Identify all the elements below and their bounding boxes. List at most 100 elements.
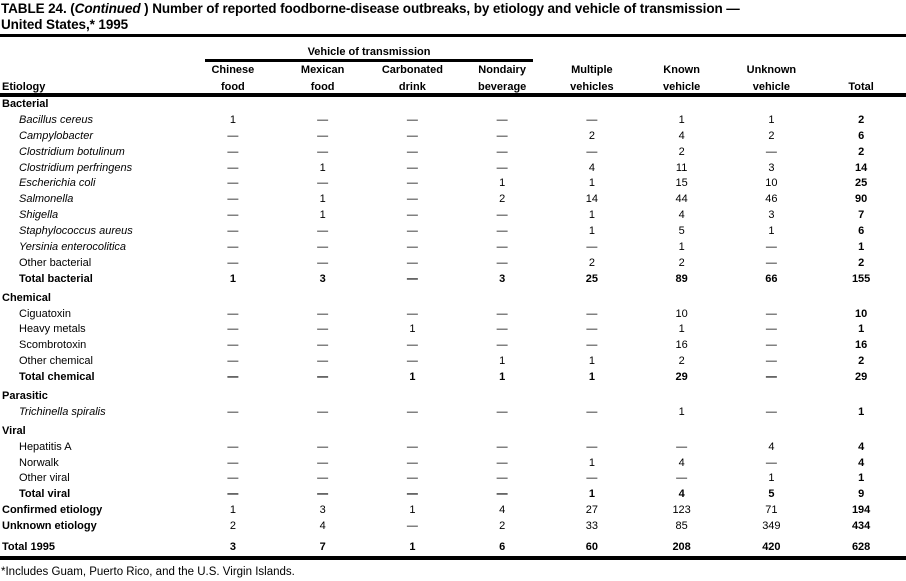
cell-value: — [406,209,418,222]
cell-value: — [227,129,239,142]
cell-value: — [317,371,329,384]
cell-value: 2 [768,129,775,142]
cell-value: — [227,177,239,190]
row-label: Clostridium botulinum [19,145,125,158]
cell-value: — [317,177,329,190]
row-label: Total chemical [19,371,95,384]
cell-value: 4 [588,161,595,174]
table-row: Clostridium botulinum — — — — — 2 — 2 [0,145,906,161]
cell-value: 1 [499,371,506,384]
cell-value: — [496,339,508,352]
cell-value: 7 [858,209,865,222]
cell-value: — [496,145,508,158]
cell-value: — [227,488,239,501]
cell-value: 3 [499,272,506,285]
cell-value: 420 [762,541,781,554]
cell-value: — [765,307,777,320]
table-row: Campylobacter — — — — 2 4 2 6 [0,129,906,145]
table-row: Salmonella — 1 — 2 14 44 46 90 [0,192,906,208]
section-row: Parasitic [0,389,906,405]
section-row: Chemical [0,291,906,307]
column-header: drink [398,81,426,93]
cell-value: — [765,323,777,336]
cell-value: — [765,339,777,352]
row-label: Total 1995 [2,541,55,554]
cell-value: 1 [319,161,326,174]
cell-value: 1 [229,113,236,126]
cell-value: — [317,323,329,336]
cell-value: 11 [675,161,688,174]
table-body: Bacterial Bacillus cereus 1— — — —1 1 2 Campylob… [0,97,906,556]
column-header: Carbonated [381,64,443,76]
title-continued: Continued [74,1,141,16]
cell-value: 1 [768,225,775,238]
cell-value: — [496,241,508,254]
row-label: Bacterial [2,98,49,110]
table-row: Yersinia enterocolitica — — — — — 1 — 1 [0,240,906,256]
cell-value: 4 [319,520,326,533]
table-row: Total bacterial 1 3 — 3 25 89 66 155 [0,272,906,288]
cell-value: — [406,339,418,352]
cell-value: 3 [229,541,236,554]
cell-value: 1 [588,225,595,238]
table-row: Ciguatoxin — — — — — 10 — 10 [0,307,906,323]
cell-value: — [317,241,329,254]
cell-value: 66 [765,272,778,285]
title-part2: ) Number of reported foodborne-disease o… [140,1,740,16]
cell-value: — [227,405,239,418]
cell-value: 1 [858,241,865,254]
cell-value: 1 [409,371,416,384]
cell-value: — [586,241,598,254]
table-row: Staphylococcus aureus — — — — 1 5 1 6 [0,224,906,240]
cell-value: 349 [762,520,781,533]
row-label: Chemical [2,291,51,304]
cell-value: 71 [765,504,778,517]
cell-value: — [227,323,239,336]
row-label: Salmonella [19,193,74,206]
row-label: Campylobacter [19,129,93,142]
table-row: Shigella — 1 — — 1 4 3 7 [0,208,906,224]
cell-value: — [317,456,329,469]
cell-value: 1 [409,504,416,517]
column-header: Multiple [571,64,613,76]
row-label: Heavy metals [19,323,86,336]
column-header: Nondairy [478,64,526,76]
cell-value: — [317,339,329,352]
cell-value: 27 [585,504,598,517]
row-label: Other bacterial [19,256,92,269]
cell-value: 85 [675,520,688,533]
header-rule [0,93,906,97]
cell-value: 10 [765,177,778,190]
cell-value: — [406,272,418,285]
cell-value: — [765,405,777,418]
column-header: Mexican [300,64,345,76]
cell-value: — [586,472,598,485]
cell-value: 1 [588,355,595,368]
cell-value: 3 [768,161,775,174]
cell-value: — [227,456,239,469]
cell-value: — [496,405,508,418]
cell-value: 2 [858,145,865,158]
cell-value: — [406,405,418,418]
column-header: beverage [477,81,527,93]
cell-value: — [765,145,777,158]
table-row: Heavy metals — — 1 — — 1 — 1 [0,322,906,338]
row-label: Shigella [19,209,59,222]
cell-value: 44 [675,193,688,206]
cell-value: 4 [858,456,865,469]
row-label: Yersinia enterocolitica [19,241,127,254]
section-row: Bacterial [0,97,906,113]
row-label: Hepatitis A [19,440,72,453]
vehicle-of-transmission-spanner: Vehicle of transmission [205,46,533,62]
cell-value: 1 [229,504,236,517]
cell-value: — [586,440,598,453]
cell-value: 1 [588,456,595,469]
row-label: Escherichia coli [19,177,96,190]
cell-value: 1 [229,272,236,285]
page-title: TABLE 24. (Continued ) Number of reporte… [0,1,906,33]
column-header: Known [663,64,700,76]
cell-value: — [317,440,329,453]
cell-value: — [227,472,239,485]
cell-value: — [496,161,508,174]
bottom-rule [0,555,906,560]
